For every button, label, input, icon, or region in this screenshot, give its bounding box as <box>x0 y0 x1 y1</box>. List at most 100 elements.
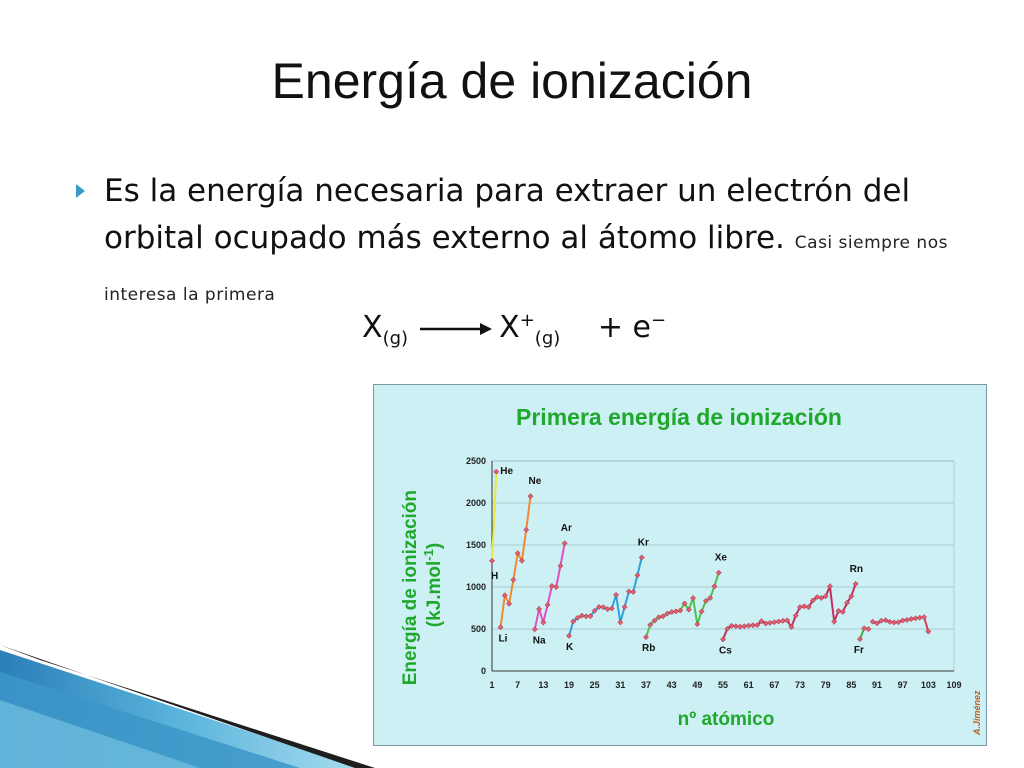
data-point <box>651 617 658 624</box>
data-point <box>489 557 495 564</box>
data-point <box>561 540 568 547</box>
chart-ylabel-line2: (kJ.mol-1) <box>421 543 445 627</box>
x-tick-label: 49 <box>692 680 702 690</box>
element-label: He <box>500 466 513 477</box>
data-point <box>801 603 808 610</box>
data-point <box>724 625 731 632</box>
chart-title: Primera energía de ionización <box>516 404 842 430</box>
data-point <box>874 620 880 627</box>
data-point <box>728 622 735 629</box>
data-point <box>591 607 598 614</box>
data-point <box>544 601 551 608</box>
data-point <box>531 626 538 633</box>
data-point <box>685 606 692 613</box>
data-point <box>518 557 525 564</box>
y-tick-label: 500 <box>471 624 486 634</box>
data-point <box>745 622 752 629</box>
data-point <box>548 583 555 589</box>
data-point <box>702 597 709 604</box>
data-point <box>891 619 898 626</box>
element-label: Rn <box>850 564 863 575</box>
x-tick-label: 1 <box>489 680 494 690</box>
ionization-equation: X(g) X+(g) + e− <box>362 310 666 349</box>
data-point <box>595 604 602 610</box>
element-label: Ar <box>561 523 572 534</box>
data-point <box>792 612 799 619</box>
data-point <box>844 599 851 606</box>
x-tick-label: 19 <box>564 680 574 690</box>
data-point <box>707 595 714 601</box>
data-point <box>698 608 705 615</box>
data-point <box>681 600 688 607</box>
data-point <box>882 617 889 624</box>
x-tick-label: 37 <box>641 680 651 690</box>
eq-product: X <box>499 310 520 345</box>
x-tick-label: 43 <box>667 680 677 690</box>
reaction-arrow-icon <box>419 322 492 335</box>
data-point <box>647 621 654 628</box>
data-point <box>826 583 833 590</box>
series-line-2 <box>533 543 566 630</box>
eq-reactant: X <box>362 310 383 345</box>
x-tick-label: 97 <box>898 680 908 690</box>
data-point <box>711 583 718 590</box>
data-point <box>758 618 765 625</box>
data-point <box>720 636 726 643</box>
eq-reactant-state: (g) <box>382 328 409 349</box>
chart-ylabel: Energía de ionización (kJ.mol-1) <box>400 485 445 686</box>
data-point <box>570 618 577 625</box>
data-point <box>754 622 761 629</box>
data-point <box>925 628 932 635</box>
data-point <box>809 597 816 604</box>
data-point <box>497 624 504 631</box>
data-point <box>690 595 697 602</box>
x-tick-label: 7 <box>515 680 520 690</box>
chart-ylabel-exponent: -1 <box>421 549 436 561</box>
data-point <box>664 610 671 617</box>
data-point <box>660 613 667 620</box>
data-point <box>583 613 590 620</box>
eq-electron-charge: − <box>650 310 667 331</box>
data-point <box>848 593 855 600</box>
x-tick-label: 13 <box>538 680 548 690</box>
data-point <box>822 593 829 600</box>
data-point <box>921 614 928 621</box>
data-point <box>510 576 517 583</box>
data-point <box>856 636 863 643</box>
bullet-note-text: Casi siempre nos interesa la primera <box>104 233 948 305</box>
eq-product-charge: + <box>519 310 535 331</box>
data-point <box>574 614 581 621</box>
data-point <box>506 600 513 607</box>
element-label: Cs <box>719 645 732 656</box>
chart-ylabel-line1: Energía de ionización <box>400 490 421 685</box>
x-tick-label: 67 <box>769 680 779 690</box>
data-point <box>784 617 791 624</box>
y-tick-label: 2000 <box>466 498 486 508</box>
data-point <box>749 622 756 629</box>
data-point <box>630 589 637 595</box>
data-point <box>715 569 722 576</box>
data-point <box>493 468 500 475</box>
data-point <box>553 584 560 590</box>
data-point <box>638 554 645 561</box>
data-point <box>861 625 868 632</box>
y-tick-label: 2500 <box>466 456 486 466</box>
bullet-arrow-icon <box>76 184 85 198</box>
x-tick-label: 85 <box>846 680 856 690</box>
data-point <box>852 580 859 587</box>
data-point <box>865 626 872 633</box>
x-tick-label: 103 <box>921 680 936 690</box>
y-tick-label: 0 <box>481 666 486 676</box>
data-point <box>732 623 739 630</box>
element-label: Xe <box>715 553 728 564</box>
element-label: Ne <box>529 476 542 487</box>
element-label: H <box>491 571 498 582</box>
data-point <box>600 604 607 611</box>
data-point <box>814 594 821 601</box>
chart-credit: A.Jiménez <box>972 690 982 736</box>
data-point <box>869 618 876 625</box>
x-tick-label: 61 <box>744 680 754 690</box>
data-point <box>643 634 649 641</box>
x-tick-label: 31 <box>615 680 625 690</box>
